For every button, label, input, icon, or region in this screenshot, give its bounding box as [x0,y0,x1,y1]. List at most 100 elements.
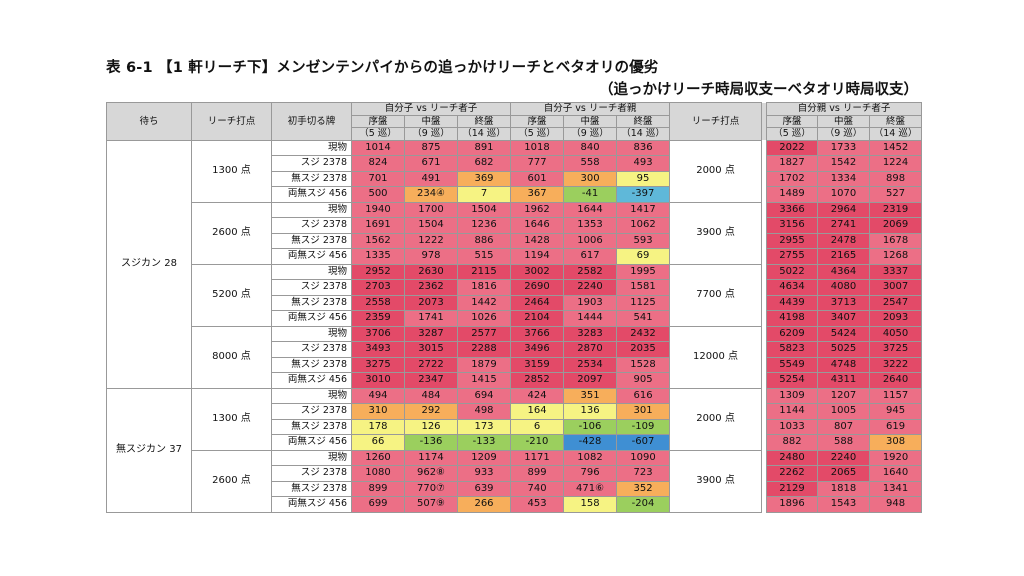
value-cell: 1415 [456,372,512,389]
value-cell: 541 [616,310,671,327]
value-cell: 2073 [404,294,458,311]
first-tile-cell: 現物 [271,139,352,156]
first-tile-cell: スジ 2378 [271,217,352,234]
riichi-points-cell: 1300 点 [191,387,272,451]
turn-label: （14 巡） [456,127,512,141]
value-cell: 3275 [351,356,405,373]
first-tile-cell: 両無スジ 456 [271,496,352,513]
value-cell: 3007 [869,279,923,296]
value-cell: 2115 [456,263,512,280]
phase-label: 中盤 [404,114,458,128]
value-cell: 694 [456,387,512,404]
value-cell: 498 [456,403,512,420]
value-cell: 933 [456,465,512,482]
turn-label: （5 巡） [766,127,819,141]
first-tile-cell: 無スジ 2378 [271,418,352,435]
value-cell: 2165 [817,248,871,265]
riichi-points-cell: 2600 点 [191,201,272,265]
first-tile-cell: スジ 2378 [271,279,352,296]
table-body: スジカン 28 1300 点現物 1014 875 891 1018 840 836 2000 … [106,139,923,513]
value-cell: 1678 [869,232,923,249]
value-cell: 770⑦ [404,480,458,497]
value-cell: 1646 [510,217,565,234]
value-cell: 619 [869,418,923,435]
value-cell: -204 [616,496,671,513]
table-row: 両無スジ 456 699 507⑨ 266 453 158 -204 1896 1543 948 [107,496,923,513]
turn-label: （9 巡） [404,127,458,141]
value-cell: 1818 [817,480,871,497]
value-cell: 1080 [351,465,405,482]
first-tile-cell: 無スジ 2378 [271,294,352,311]
value-cell: 5022 [766,263,819,280]
value-cell: 1157 [869,387,923,404]
value-cell: 886 [456,232,512,249]
header-group-b: 自分子 vs リーチ者親 [510,102,671,116]
value-cell: 2432 [616,325,671,342]
value-cell: 351 [563,387,618,404]
value-cell: -106 [563,418,618,435]
value-cell: 4439 [766,294,819,311]
value-cell: 5549 [766,356,819,373]
first-tile-cell: スジ 2378 [271,465,352,482]
table-row: 無スジ 2378 899 770⑦ 639 740 471⑥ 352 2129 1818 1341 [107,480,923,497]
value-cell: 2093 [869,310,923,327]
value-cell: 1209 [456,449,512,466]
value-cell: 3337 [869,263,923,280]
value-cell: 1260 [351,449,405,466]
header-riichi-points-2: リーチ打点 [669,102,763,141]
value-cell: 3159 [510,356,565,373]
first-tile-cell: 現物 [271,387,352,404]
phase-label: 序盤 [351,114,405,128]
value-cell: 3366 [766,201,819,218]
phase-label: 中盤 [563,114,618,128]
phase-label: 序盤 [510,114,565,128]
value-cell: 1504 [404,217,458,234]
value-cell: 1070 [817,186,871,203]
value-cell: 308 [869,434,923,451]
value-cell: 527 [869,186,923,203]
table-row: 両無スジ 456 66 -136 -133 -210 -428 -607 882 588 308 [107,434,923,451]
riichi-points-cell: 8000 点 [191,325,272,389]
value-cell: 1224 [869,155,923,172]
value-cell: 1222 [404,232,458,249]
value-cell: 899 [510,465,565,482]
value-cell: 1442 [456,294,512,311]
value-cell: 494 [351,387,405,404]
value-cell: 1125 [616,294,671,311]
value-cell: 2288 [456,341,512,358]
value-cell: 1082 [563,449,618,466]
value-cell: 1581 [616,279,671,296]
value-cell: 2480 [766,449,819,466]
header-wait: 待ち [106,102,192,141]
value-cell: 2478 [817,232,871,249]
value-cell: 671 [404,155,458,172]
value-cell: 136 [563,403,618,420]
value-cell: 2870 [563,341,618,358]
value-cell: 588 [817,434,871,451]
data-table: 待ち リーチ打点 初手切る牌 自分子 vs リーチ者子 自分子 vs リーチ者親… [106,102,923,513]
value-cell: 4080 [817,279,871,296]
value-cell: 1504 [456,201,512,218]
value-cell: 945 [869,403,923,420]
value-cell: 2690 [510,279,565,296]
table-row: 無スジ 2378 701 491 369 601 300 95 1702 1334 898 [107,170,923,187]
value-cell: 2558 [351,294,405,311]
table-subtitle: （追っかけリーチ時局収支ーベタオリ時局収支） [599,82,918,98]
value-cell: 2097 [563,372,618,389]
value-cell: 5823 [766,341,819,358]
value-cell: 1334 [817,170,871,187]
table-row: スジカン 28 1300 点現物 1014 875 891 1018 840 836 2000 … [106,139,923,389]
value-cell: 6209 [766,325,819,342]
table-row: 無スジ 2378 3275 2722 1879 3159 2534 1528 5549 4748… [107,356,923,373]
value-cell: 3010 [351,372,405,389]
table-title: 表 6-1 【1 軒リーチ下】メンゼンテンパイからの追っかけリーチとベタオリの優… [106,60,659,76]
riichi-points-cell: 1300 点 [191,139,272,203]
value-cell: 5254 [766,372,819,389]
value-cell: 95 [616,170,671,187]
table-row: 無スジ 2378 2558 2073 1442 2464 1903 1125 4439 3713… [107,294,923,311]
value-cell: 1005 [817,403,871,420]
value-cell: 66 [351,434,405,451]
value-cell: 601 [510,170,565,187]
header-group-a: 自分子 vs リーチ者子 [350,102,512,116]
